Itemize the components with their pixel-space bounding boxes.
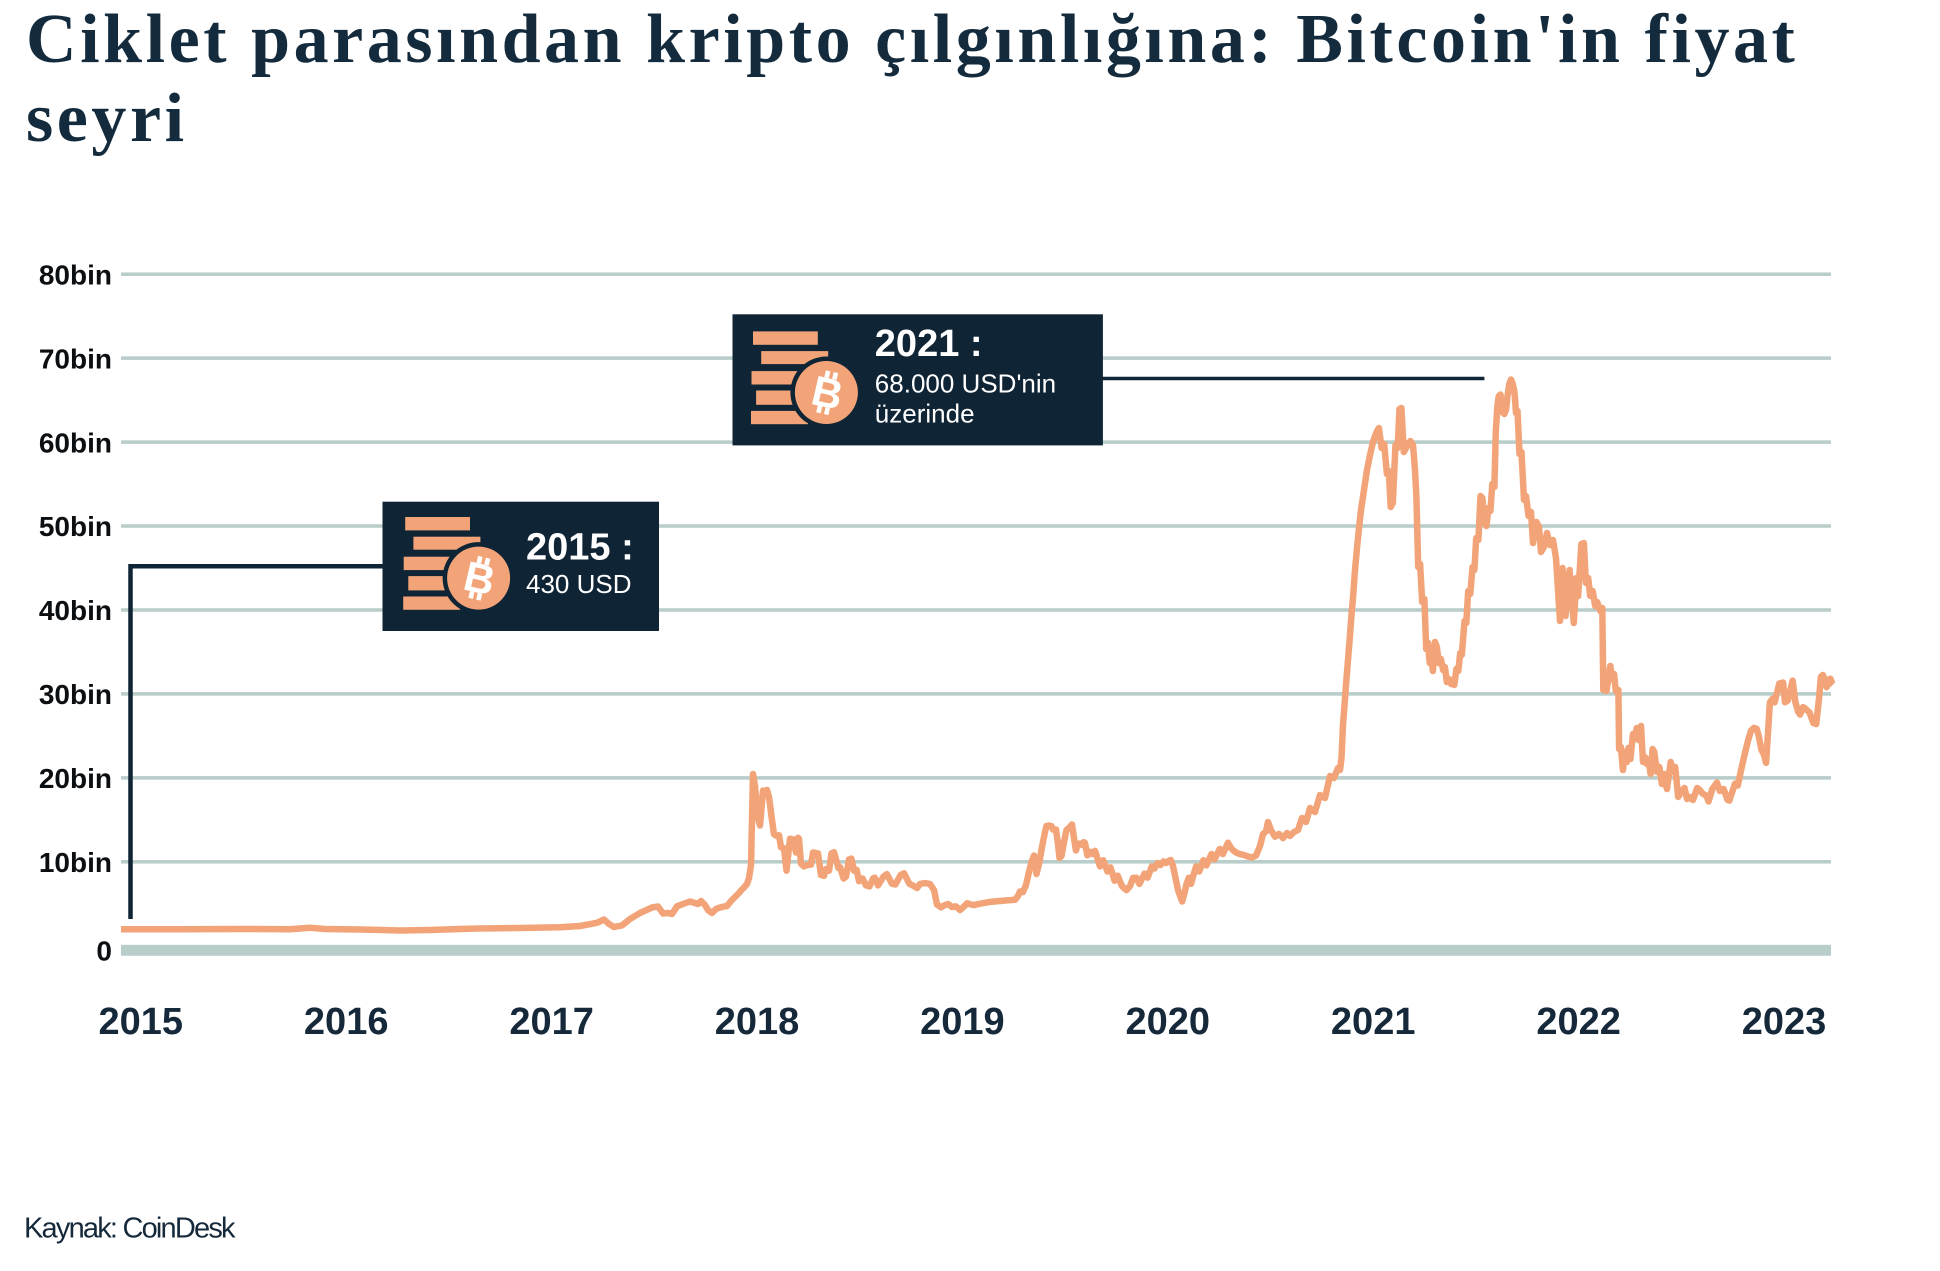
svg-text:80bin: 80bin	[39, 259, 112, 290]
svg-text:Kaynak: CoinDesk: Kaynak: CoinDesk	[24, 1213, 236, 1245]
svg-text:68.000 USD'nin: 68.000 USD'nin	[875, 368, 1056, 398]
svg-text:0: 0	[96, 936, 112, 967]
svg-text:2020: 2020	[1126, 1001, 1211, 1043]
svg-text:430 USD: 430 USD	[526, 569, 632, 599]
svg-text:50bin: 50bin	[39, 511, 112, 542]
svg-text:2015: 2015	[99, 1001, 184, 1043]
svg-text:40bin: 40bin	[39, 595, 112, 626]
svg-text:30bin: 30bin	[39, 679, 112, 710]
svg-text:70bin: 70bin	[39, 343, 112, 374]
svg-text:10bin: 10bin	[39, 847, 112, 878]
svg-text:2018: 2018	[715, 1001, 800, 1043]
svg-text:2015 :: 2015 :	[526, 527, 634, 569]
svg-text:60bin: 60bin	[39, 427, 112, 458]
svg-text:2021: 2021	[1331, 1001, 1416, 1043]
svg-text:2017: 2017	[509, 1001, 594, 1043]
svg-text:seyri: seyri	[26, 80, 188, 157]
svg-text:2019: 2019	[920, 1001, 1005, 1043]
svg-text:2021 :: 2021 :	[875, 323, 983, 365]
svg-text:2016: 2016	[304, 1001, 389, 1043]
svg-text:2023: 2023	[1742, 1001, 1827, 1043]
svg-text:üzerinde: üzerinde	[875, 399, 975, 429]
svg-text:Ciklet parasından kripto çılgı: Ciklet parasından kripto çılgınlığına: B…	[26, 1, 1798, 78]
svg-text:20bin: 20bin	[39, 763, 112, 794]
svg-text:2022: 2022	[1536, 1001, 1621, 1043]
